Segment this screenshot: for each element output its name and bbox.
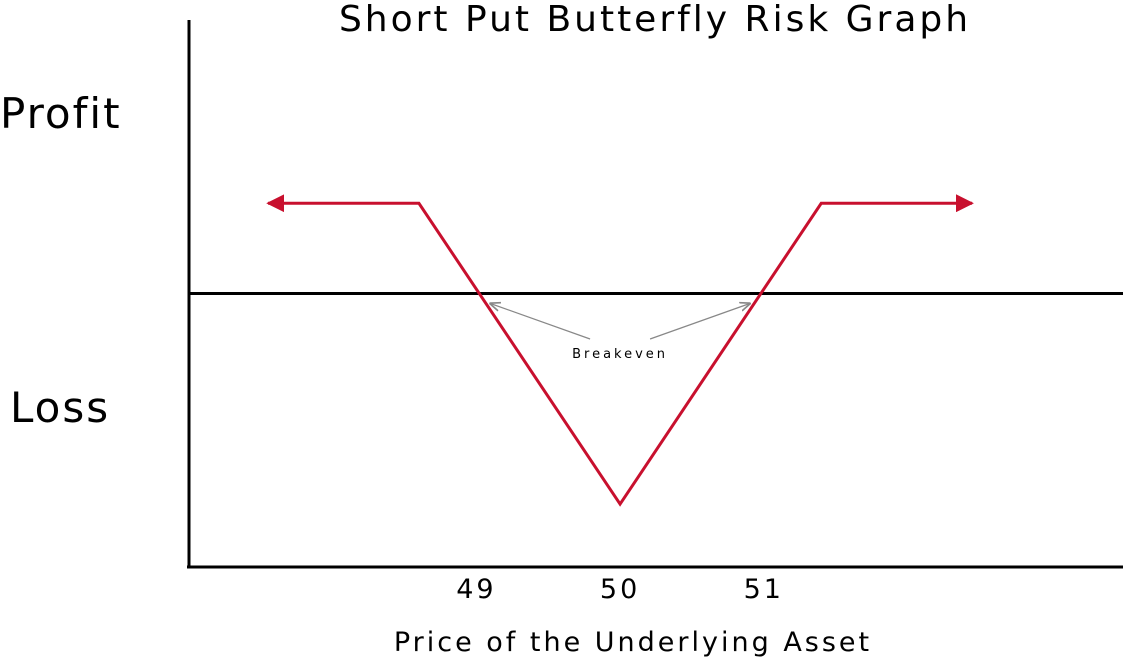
x-axis-title: Price of the Underlying Asset: [394, 627, 872, 658]
breakeven-label: Breakeven: [572, 347, 668, 362]
payoff-line: [266, 194, 974, 507]
loss-label: Loss: [10, 383, 110, 432]
x-tick-labels: 49 50 51: [456, 574, 784, 605]
x-tick-label-49: 49: [456, 574, 496, 605]
breakeven-pointer-0: [490, 304, 591, 340]
x-tick-label-50: 50: [600, 574, 640, 605]
breakeven-annotation: Breakeven: [490, 304, 750, 362]
breakeven-pointer-1: [649, 304, 750, 340]
chart-title: Short Put Butterfly Risk Graph: [339, 0, 971, 40]
profit-label: Profit: [0, 89, 122, 138]
x-tick-label-51: 51: [744, 574, 784, 605]
series-group: [266, 194, 974, 507]
